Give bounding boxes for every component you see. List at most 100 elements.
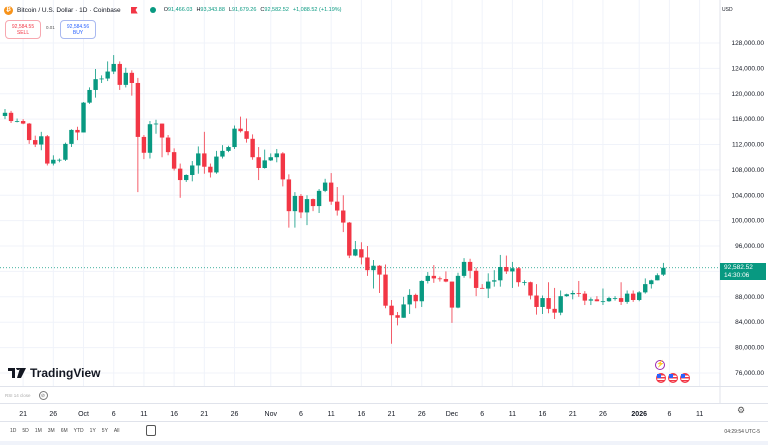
price-axis-label: 84,000.00 <box>735 319 764 326</box>
candle-down <box>504 266 509 272</box>
candle-down <box>20 121 26 124</box>
time-axis-label: 11 <box>328 411 335 418</box>
last-price-tag: 92,582.52 14:30:06 <box>720 263 766 280</box>
lightning-event-icon[interactable]: ⚡ <box>655 360 665 370</box>
last-price-value: 92,582.52 <box>724 264 753 271</box>
logo-text: TradingView <box>30 366 101 380</box>
sell-label: SELL <box>16 29 30 36</box>
candle-down <box>341 210 346 223</box>
candle-down <box>335 201 340 211</box>
time-axis-label: 11 <box>696 411 703 418</box>
range-1d[interactable]: 1D <box>10 428 17 434</box>
candle-up <box>153 123 159 125</box>
candle-up <box>99 78 104 80</box>
candle-up <box>649 280 654 285</box>
candle-up <box>600 301 606 303</box>
time-axis-label: 11 <box>140 411 147 418</box>
us-flag-event-icon[interactable] <box>656 373 666 383</box>
candle-up <box>407 294 412 305</box>
ohlc-values: O91,466.03 H93,343.88 L91,679.26 C92,582… <box>164 7 342 13</box>
buy-button[interactable]: 92,584.56 BUY <box>60 20 96 39</box>
candle-down <box>298 195 304 213</box>
candle-down <box>473 270 479 288</box>
candle-down <box>33 140 38 145</box>
time-axis-label: Dec <box>446 411 459 418</box>
buy-price: 92,584.56 <box>66 23 90 30</box>
range-ytd[interactable]: YTD <box>73 428 84 434</box>
candle-down <box>177 168 183 181</box>
candle-up <box>196 153 201 166</box>
candle-up <box>510 268 515 272</box>
time-axis-label: 6 <box>112 411 116 418</box>
range-1m[interactable]: 1M <box>34 428 42 434</box>
flag-icon[interactable] <box>130 6 138 14</box>
candle-down <box>576 293 581 294</box>
time-axis-divider <box>0 403 768 404</box>
indicator-label[interactable]: RSI 14 close <box>5 393 31 398</box>
candle-down <box>389 305 394 316</box>
candle-down <box>159 123 165 138</box>
settings-gear-icon[interactable]: ⚙ <box>737 405 746 415</box>
market-open-icon <box>149 7 156 13</box>
range-1y[interactable]: 1Y <box>89 428 96 434</box>
indicator-legend: RSI 14 close ⊘ <box>5 391 48 400</box>
open-label: O <box>163 7 168 13</box>
price-axis-label: 76,000.00 <box>735 370 764 377</box>
candle-up <box>232 128 237 148</box>
clock-timezone[interactable]: 04:29:54 UTC-5 <box>724 429 760 435</box>
candle-up <box>304 199 310 213</box>
candle-down <box>528 282 533 296</box>
range-5d[interactable]: 5D <box>22 428 29 434</box>
candle-up <box>643 284 648 293</box>
candle-up <box>540 298 545 307</box>
candle-up <box>522 282 527 284</box>
close-label: C <box>260 7 265 13</box>
price-axis-label: 104,000.00 <box>731 192 764 199</box>
candle-down <box>437 278 443 280</box>
candle-down <box>479 287 485 289</box>
pane-divider[interactable] <box>0 386 768 387</box>
candle-down <box>202 153 207 167</box>
price-axis-label: 124,000.00 <box>731 65 764 72</box>
candle-up <box>498 266 503 281</box>
candle-up <box>87 89 92 103</box>
candle-down <box>377 265 382 275</box>
candle-down <box>129 72 135 83</box>
candle-down <box>141 136 147 153</box>
candle-down <box>244 131 249 139</box>
symbol-title[interactable]: Bitcoin / U.S. Dollar · 1D · Coinbase <box>17 6 121 14</box>
time-axis-label: 21 <box>569 411 577 418</box>
range-all[interactable]: All <box>113 428 120 434</box>
sell-button[interactable]: 92,584.55 SELL <box>5 20 41 39</box>
range-3m[interactable]: 3M <box>47 428 55 434</box>
us-flag-event-icon[interactable] <box>680 373 690 383</box>
candle-up <box>606 298 612 302</box>
candle-up <box>492 280 497 282</box>
candle-down <box>250 138 255 158</box>
us-flag-event-icon[interactable] <box>668 373 678 383</box>
candle-up <box>461 261 467 276</box>
eye-hidden-icon[interactable]: ⊘ <box>38 391 48 400</box>
range-6m[interactable]: 6M <box>60 428 68 434</box>
toolbar-divider <box>0 421 768 422</box>
go-to-date-calendar-icon[interactable] <box>146 425 156 436</box>
price-axis-label: 96,000.00 <box>735 243 764 250</box>
candle-up <box>63 143 68 160</box>
candle-up <box>262 160 267 168</box>
time-axis-label: 26 <box>418 411 426 418</box>
tradingview-logo[interactable]: TradingView <box>8 366 100 380</box>
candle-down <box>534 295 539 307</box>
time-axis-label: Nov <box>265 411 278 418</box>
price-axis-label: 100,000.00 <box>731 218 764 225</box>
time-axis-label: 6 <box>480 411 484 418</box>
candle-down <box>582 293 588 301</box>
range-5y[interactable]: 5Y <box>101 428 108 434</box>
spread: 0.01 <box>46 25 55 30</box>
time-axis-label: 6 <box>667 411 671 418</box>
currency-selector[interactable]: USD <box>722 7 733 13</box>
candle-down <box>117 63 122 85</box>
candle-up <box>322 182 328 191</box>
candle-up <box>39 136 44 145</box>
sell-price: 92,584.55 <box>11 23 35 30</box>
